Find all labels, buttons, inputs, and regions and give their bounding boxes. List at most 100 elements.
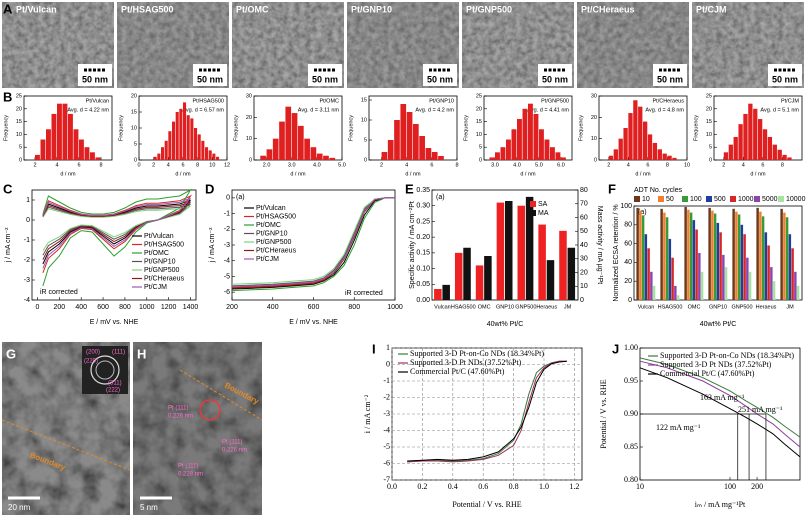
y-axis-label: Frequency — [233, 115, 239, 141]
x-tick-label: 0 — [137, 162, 140, 168]
x-tick-label: 800 — [348, 304, 360, 311]
bar — [676, 295, 680, 300]
bar — [782, 154, 787, 160]
y-tick-label: 0 — [479, 157, 482, 163]
bar — [657, 149, 662, 160]
panel-label: F — [608, 181, 616, 196]
y-tick-label: 0.00 — [416, 297, 430, 304]
x-axis-label: d / nm — [60, 171, 76, 177]
series-line — [639, 357, 801, 438]
scale-label: 50 nm — [197, 74, 223, 84]
y-tick-label: 0.15 — [416, 250, 430, 257]
x-tick-label: 600 — [308, 304, 320, 311]
bar — [633, 100, 638, 160]
x-tick-label: 4 — [55, 162, 58, 168]
legend-label: Supported 3-D Pt-on-Co NDs (18.34%Pt) — [410, 349, 544, 358]
x-tick-label: 6.0 — [557, 162, 565, 168]
y2-tick-label: 40 — [580, 242, 588, 249]
y-tick-label: -6 — [224, 289, 230, 296]
bar — [628, 113, 633, 160]
bar — [260, 155, 266, 160]
legend-swatch — [530, 201, 536, 207]
fringe-label: 0.226 nm — [222, 448, 247, 454]
series-line — [407, 360, 567, 462]
y-tick-label: 10 — [246, 136, 252, 142]
legend-swatch — [706, 196, 712, 202]
image-label: Pt/Vulcan — [16, 4, 57, 14]
series-line — [42, 205, 191, 252]
annotation: (a) — [638, 209, 647, 216]
bar — [700, 271, 704, 300]
bar — [758, 119, 763, 160]
y-tick-label: 20 — [131, 93, 137, 99]
y-tick-label: 10 — [131, 125, 137, 131]
x-tick-label: 0 — [36, 304, 40, 311]
y-tick-label: 25 — [16, 93, 22, 99]
bar — [500, 147, 506, 160]
bar — [539, 129, 544, 160]
x-tick-label: 5.0 — [338, 162, 346, 168]
bar — [738, 124, 743, 160]
ring-label: (311) — [108, 381, 122, 387]
y-tick-label: 15 — [476, 119, 482, 125]
bar — [463, 247, 471, 300]
annotation: Avg. d = 5.1 nm — [760, 107, 799, 113]
bar — [194, 128, 198, 160]
bar — [687, 209, 690, 300]
bar — [724, 267, 728, 300]
y-axis-label: Specific activity / mA cm⁻²Pt — [409, 201, 416, 289]
bar — [538, 224, 546, 300]
bar — [57, 103, 62, 160]
legend-label: MA — [538, 210, 549, 217]
bar — [46, 129, 51, 160]
y-tick-label: 0 — [364, 157, 367, 163]
bar — [316, 153, 323, 160]
image-label: Pt/OMC — [236, 4, 269, 14]
bar — [506, 139, 511, 160]
bar — [623, 128, 628, 160]
y-tick-label: 30 — [591, 93, 597, 99]
legend-label: 500 — [714, 196, 726, 203]
bar — [674, 285, 677, 300]
bar — [190, 118, 194, 160]
bar — [555, 152, 561, 160]
legend-swatch — [530, 210, 536, 216]
bar — [216, 156, 220, 160]
x-tick-label: 8 — [781, 162, 784, 168]
x-tick-label: Heraeus — [756, 304, 777, 310]
bar — [310, 147, 317, 160]
x-tick-label: OMC — [478, 304, 491, 310]
bar — [785, 217, 789, 300]
y-tick-label: 0 — [19, 157, 22, 163]
x-tick-label: 2 — [607, 162, 610, 168]
bar — [644, 234, 648, 300]
bar — [522, 108, 528, 160]
bar — [767, 136, 773, 160]
x-tick-label: 1000 — [387, 304, 403, 311]
legend-label: Pt/CJM — [144, 284, 167, 291]
x-tick-label: 8 — [196, 162, 199, 168]
image-label: Pt/CHeraeus — [581, 4, 635, 14]
bar — [505, 201, 513, 300]
x-tick-label: Vulcan — [638, 304, 655, 310]
legend-label: Pt/GNP10 — [144, 258, 176, 265]
bar — [73, 129, 79, 160]
bar — [161, 147, 165, 160]
bar — [732, 208, 735, 300]
legend-swatch — [730, 196, 736, 202]
bar — [291, 113, 298, 160]
bar — [791, 248, 794, 300]
bar — [205, 147, 209, 160]
panel-label: D — [205, 181, 214, 196]
panel-label: A — [3, 1, 13, 16]
bar — [767, 245, 770, 300]
y-tick-label: 0 — [386, 359, 390, 368]
bar — [546, 260, 555, 300]
bar — [511, 129, 517, 160]
y-tick-label: 0.10 — [416, 265, 430, 272]
y-tick-label: 40 — [624, 259, 632, 266]
annotation: (a) — [236, 194, 245, 201]
legend-label: SA — [538, 201, 548, 208]
x-axis-label: d / nm — [175, 171, 191, 177]
legend-label: Pt/CHeraeus — [144, 275, 185, 282]
